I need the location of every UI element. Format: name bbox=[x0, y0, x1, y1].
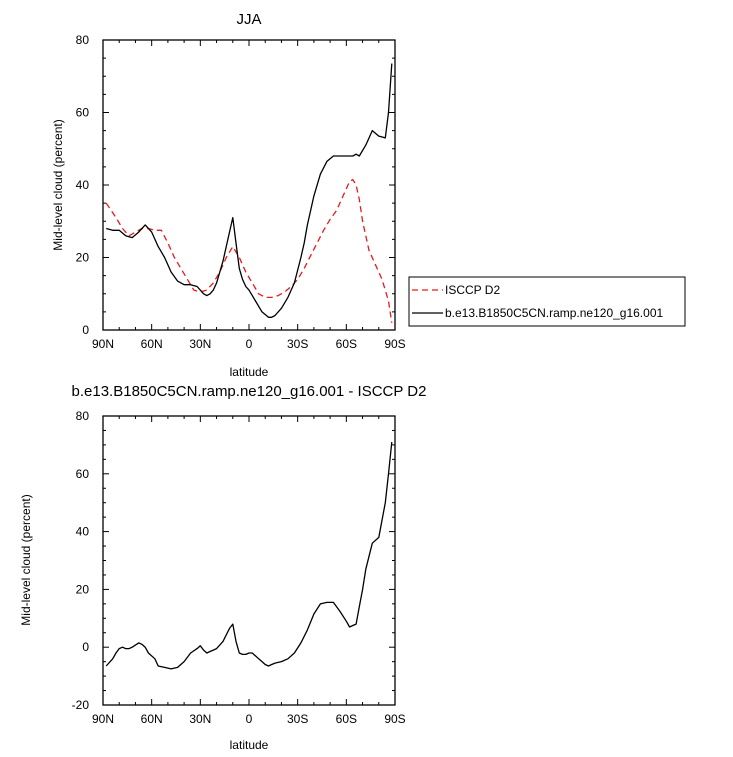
y-axis-label: Mid-level cloud (percent) bbox=[19, 494, 33, 625]
plot-lines bbox=[105, 441, 393, 670]
x-tick-label: 90N bbox=[92, 712, 114, 726]
y-tick-label: 0 bbox=[82, 640, 89, 654]
y-tick-label: 20 bbox=[76, 251, 90, 265]
x-tick-label: 30N bbox=[189, 712, 211, 726]
legend-label-isccp: ISCCP D2 bbox=[445, 283, 500, 297]
x-tick-label: 0 bbox=[246, 712, 253, 726]
series-line-isccp bbox=[105, 178, 393, 323]
x-tick-label: 30S bbox=[287, 712, 308, 726]
x-tick-label: 30N bbox=[189, 337, 211, 351]
legend: ISCCP D2 b.e13.B1850C5CN.ramp.ne120_g16.… bbox=[408, 276, 686, 327]
y-tick-label: 80 bbox=[76, 409, 90, 423]
x-tick-label: 90N bbox=[92, 337, 114, 351]
x-axis-ticks: 90N 60N 30N 0 30S 60S 90S bbox=[92, 40, 406, 351]
plot-frame bbox=[102, 39, 396, 331]
x-axis-label: latitude bbox=[230, 365, 269, 379]
series-line-model bbox=[106, 63, 393, 318]
y-tick-label: -20 bbox=[72, 698, 90, 712]
y-axis-ticks: 0 20 40 60 80 bbox=[76, 33, 395, 337]
y-tick-label: 60 bbox=[76, 467, 90, 481]
x-axis-label: latitude bbox=[230, 738, 269, 752]
y-tick-label: 80 bbox=[76, 33, 90, 47]
chart-title: JJA bbox=[236, 11, 261, 28]
series-line-model bbox=[105, 441, 393, 670]
y-tick-label: 20 bbox=[76, 582, 90, 596]
y-axis-ticks: -20 0 20 40 60 80 bbox=[72, 409, 395, 712]
x-tick-label: 60N bbox=[141, 712, 163, 726]
plot-lines bbox=[105, 63, 393, 323]
x-tick-label: 30S bbox=[287, 337, 308, 351]
y-tick-label: 40 bbox=[76, 178, 90, 192]
legend-box bbox=[408, 276, 686, 327]
x-tick-label: 60N bbox=[141, 337, 163, 351]
x-axis-ticks: 90N 60N 30N 0 30S 60S 90S bbox=[92, 416, 406, 726]
x-tick-label: 60S bbox=[336, 337, 357, 351]
y-axis-label: Mid-level cloud (percent) bbox=[51, 119, 65, 250]
x-tick-label: 60S bbox=[336, 712, 357, 726]
x-tick-label: 90S bbox=[384, 712, 405, 726]
plot-frame bbox=[102, 415, 396, 706]
y-tick-label: 0 bbox=[82, 323, 89, 337]
bottom-panel: b.e13.B1850C5CN.ramp.ne120_g16.001 - ISC… bbox=[19, 383, 426, 752]
x-tick-label: 0 bbox=[246, 337, 253, 351]
difference-chart-title: b.e13.B1850C5CN.ramp.ne120_g16.001 - ISC… bbox=[72, 383, 427, 400]
top-panel: JJA 90N 60N 30N 0 30S 60S 90S 0 20 40 60 80 latitu… bbox=[51, 11, 686, 379]
legend-label-model: b.e13.B1850C5CN.ramp.ne120_g16.001 bbox=[445, 306, 663, 320]
x-tick-label: 90S bbox=[384, 337, 405, 351]
y-tick-label: 60 bbox=[76, 106, 90, 120]
y-tick-label: 40 bbox=[76, 525, 90, 539]
